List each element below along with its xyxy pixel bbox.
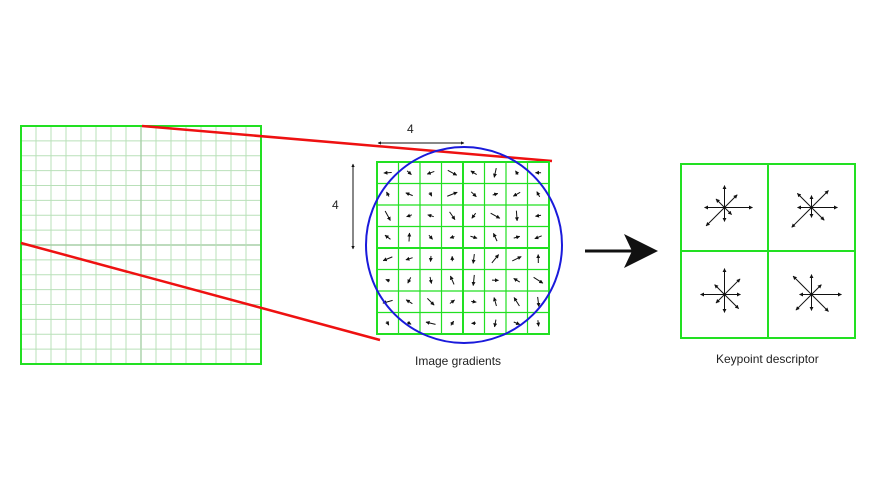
gradient-arrow-icon <box>512 191 521 197</box>
gradient-arrow-icon <box>382 256 393 262</box>
gradient-arrow-icon <box>470 191 477 198</box>
gradient-arrow-icon <box>534 235 542 240</box>
gradient-arrow-icon <box>493 319 498 328</box>
gradient-arrow-icon <box>449 320 455 326</box>
gradient-arrow-icon <box>513 235 521 240</box>
gaussian-window-circle <box>365 146 563 344</box>
gradient-arrow-icon <box>493 168 497 178</box>
histogram-bin-arrow <box>792 275 812 295</box>
gradient-arrows <box>382 168 544 328</box>
histogram-bin-arrow <box>724 194 738 208</box>
histogram-bin-arrow <box>705 207 725 227</box>
gradient-arrow-icon <box>426 170 435 175</box>
gradient-grid-border <box>376 161 550 335</box>
keypoint-descriptor-caption: Keypoint descriptor <box>716 352 819 366</box>
gradient-arrow-icon <box>470 170 477 176</box>
gradient-arrow-icon <box>447 191 458 197</box>
gradient-arrow-icon <box>536 191 541 198</box>
histogram-bin-arrow <box>724 294 739 309</box>
gradient-arrow-icon <box>514 210 519 222</box>
gradient-arrow-icon <box>491 254 500 264</box>
zoom-line-bottom <box>20 241 381 342</box>
histogram-bin-arrow <box>795 294 812 311</box>
gradient-arrow-icon <box>449 299 455 304</box>
gradient-arrow-icon <box>384 210 391 221</box>
gradient-arrow-icon <box>513 321 521 325</box>
gradient-arrow-icon <box>447 169 458 176</box>
gradient-arrow-icon <box>385 278 390 283</box>
gradient-arrow-icon <box>471 254 476 264</box>
gradient-arrow-icon <box>533 276 544 284</box>
histogram-bin-arrow <box>811 284 822 295</box>
histogram-bin-arrow <box>715 294 725 304</box>
gradient-arrow-icon <box>471 274 476 286</box>
gradient-arrow-icon <box>512 256 522 262</box>
gradient-arrow-icon <box>493 297 497 307</box>
histogram-bin-arrow <box>724 207 732 215</box>
zoom-line-top <box>141 124 553 163</box>
gradient-arrow-icon <box>406 170 412 176</box>
image-gradients-caption: Image gradients <box>415 354 502 368</box>
histogram-bin-arrow <box>811 190 829 208</box>
orientation-histogram-icon <box>704 185 753 227</box>
histogram-bin-arrow <box>724 278 741 295</box>
gradient-arrow-icon <box>493 233 498 242</box>
gradient-arrow-icon <box>427 298 435 306</box>
gradient-arrow-icon <box>428 234 433 240</box>
histogram-bin-arrow <box>715 198 725 208</box>
gradient-arrow-icon <box>449 234 455 239</box>
gradient-arrow-icon <box>471 299 477 304</box>
gradient-arrow-icon <box>515 170 520 175</box>
orientation-histogram-icon <box>700 268 741 313</box>
transform-arrow-icon <box>585 234 658 268</box>
gradient-arrow-icon <box>428 276 433 284</box>
gradient-arrow-icon <box>536 296 541 308</box>
histogram-bin-arrow <box>714 284 725 295</box>
gradient-arrow-icon <box>384 234 391 240</box>
gradient-grid <box>376 161 550 335</box>
gradient-arrow-icon <box>406 320 412 325</box>
gradient-arrow-icon <box>449 211 456 220</box>
histogram-bin-arrow <box>797 193 812 208</box>
orientation-histogram-icon <box>791 190 838 228</box>
patch-border <box>20 125 262 365</box>
gradient-arrow-icon <box>470 235 478 240</box>
gradient-arrow-icon <box>449 275 455 285</box>
gradient-arrow-icon <box>428 192 433 197</box>
gradient-arrow-icon <box>407 277 412 284</box>
orientation-histograms <box>700 185 842 313</box>
orientation-histogram-icon <box>792 274 842 312</box>
image-patch-grid <box>20 125 262 365</box>
gradient-arrow-icon <box>405 299 413 305</box>
gradient-arrow-icon <box>535 213 542 218</box>
histogram-bin-arrow <box>791 207 812 228</box>
gradient-arrow-icon <box>386 191 391 197</box>
gradient-arrow-icon <box>425 321 436 325</box>
top-dimension-label: 4 <box>407 122 414 136</box>
side-dimension-label: 4 <box>332 198 339 212</box>
descriptor-grid <box>680 163 856 339</box>
gradient-arrow-icon <box>536 320 541 327</box>
gradient-arrow-icon <box>385 320 390 326</box>
gradient-arrow-icon <box>513 278 521 283</box>
gradient-arrow-icon <box>492 192 499 197</box>
gradient-arrow-icon <box>471 212 477 219</box>
histogram-bin-arrow <box>811 207 825 221</box>
histogram-bin-arrow <box>811 294 829 312</box>
gradient-arrow-icon <box>405 192 413 197</box>
gradient-arrow-icon <box>513 297 520 307</box>
gradient-arrow-icon <box>405 256 413 261</box>
gradient-arrow-icon <box>490 212 501 219</box>
gradient-arrow-icon <box>427 213 434 218</box>
gradient-arrow-icon <box>406 213 413 218</box>
